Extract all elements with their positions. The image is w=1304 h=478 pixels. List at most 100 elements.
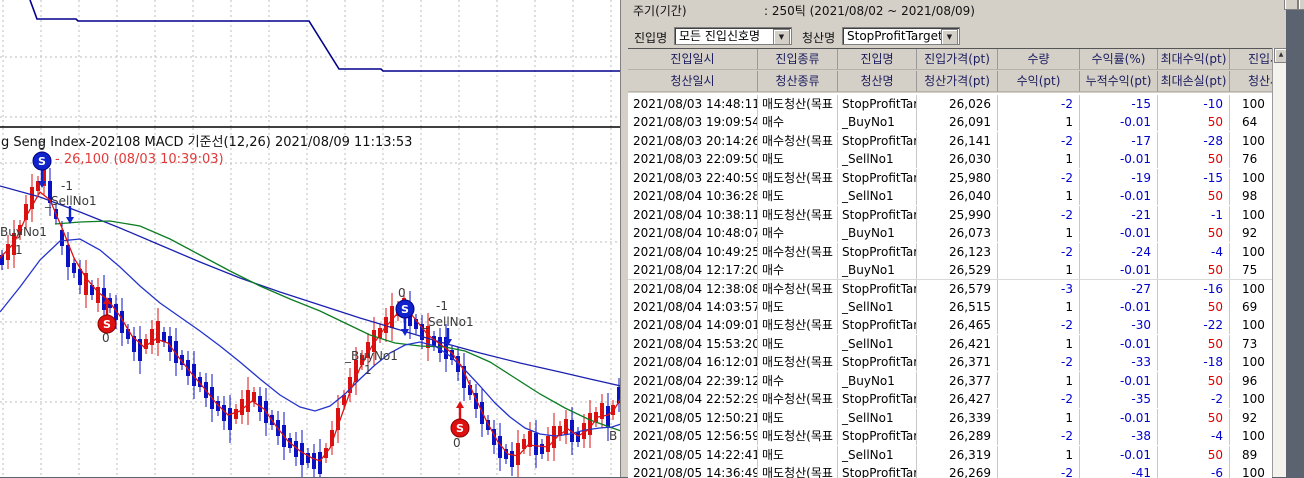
trades-table: 진입일시진입종류진입명진입가격(pt)수량수익률(%)최대수익(pt)진입시청산… — [628, 48, 1272, 478]
svg-text:S: S — [103, 318, 111, 331]
table-row[interactable]: 2021/08/03 22:40:59매도청산(목표StopProfitTarg… — [628, 168, 1272, 190]
table-cell: 2021/08/05 14:22:41 — [628, 445, 758, 464]
table-header-row: 청산일시 청산종류 청산명 청산가격(pt) 수익(pt) 누적수익(pt) 최대손실(pt… — [628, 71, 1272, 93]
table-cell: 50 — [1158, 334, 1230, 353]
table-cell: -16 — [1158, 279, 1230, 298]
table-cell: 100 — [1230, 390, 1272, 408]
exit-signal-select[interactable]: StopProfitTarget ▼ — [842, 27, 960, 45]
table-cell: 100 — [1230, 464, 1272, 478]
table-cell: 26,026 — [917, 95, 998, 113]
table-cell: StopProfitTarg — [838, 95, 917, 113]
table-cell: 26,515 — [917, 297, 998, 316]
table-row[interactable]: 2021/08/05 14:36:49매도청산(목표StopProfitTarg… — [628, 464, 1272, 478]
table-cell: _SellNo1 — [838, 297, 917, 316]
table-cell: 26,040 — [917, 187, 998, 206]
panel-divider — [620, 0, 629, 477]
table-cell: 26,371 — [917, 353, 998, 372]
table-cell: 26,579 — [917, 279, 998, 298]
table-cell: 26,269 — [917, 464, 998, 478]
table-cell: _SellNo1 — [838, 150, 917, 169]
table-cell: 매수 — [758, 113, 838, 132]
table-cell: -2 — [1158, 390, 1230, 409]
sell-signal-icon — [32, 151, 52, 171]
column-header: 최대손실(pt) — [1158, 71, 1230, 92]
table-cell: 50 — [1158, 261, 1230, 280]
table-cell: _SellNo1 — [838, 334, 917, 353]
table-cell: -4 — [1158, 242, 1230, 261]
table-row[interactable]: 2021/08/03 20:14:26매수청산(목표StopProfitTarg… — [628, 131, 1272, 153]
table-cell: -0.01 — [1080, 261, 1158, 280]
table-row[interactable]: 2021/08/05 14:22:41 매도 _SellNo1 26,319 1 -0.0… — [628, 445, 1272, 465]
table-row[interactable]: 2021/08/03 22:09:50 매도 _SellNo1 26,030 1 -0.0… — [628, 150, 1272, 170]
table-row[interactable]: 2021/08/04 10:48:07 매수 _BuyNo1 26,073 1 -0.01… — [628, 224, 1272, 244]
table-cell: 100 — [1230, 427, 1272, 445]
column-header: 수익(pt) — [998, 71, 1080, 92]
table-row[interactable]: 2021/08/04 10:38:11매도청산(목표StopProfitTarg… — [628, 205, 1272, 227]
window-button-2[interactable] — [1298, 0, 1304, 10]
table-cell: 2021/08/04 12:38:08 — [628, 279, 758, 298]
table-row[interactable]: 2021/08/04 22:52:29매수청산(목표StopProfitTarg… — [628, 390, 1272, 411]
period-value: : 250틱 (2021/08/02 ~ 2021/08/09) — [764, 4, 975, 18]
table-cell: -2 — [998, 205, 1080, 224]
table-cell: -28 — [1158, 131, 1230, 150]
table-cell: 76 — [1230, 150, 1272, 168]
table-cell: 1 — [998, 297, 1080, 316]
table-cell: -35 — [1080, 390, 1158, 409]
vertical-scrollbar[interactable]: ▲ — [1272, 48, 1288, 477]
table-cell: 26,421 — [917, 334, 998, 353]
column-header: 진입종류 — [758, 49, 838, 70]
table-cell: -2 — [998, 242, 1080, 261]
table-cell: 매수청산(목표 — [758, 279, 838, 298]
table-cell: 매도 — [758, 297, 838, 316]
table-row[interactable]: 2021/08/03 19:09:54 매수 _BuyNo1 26,091 1 -0.01… — [628, 113, 1272, 133]
window-button-1[interactable] — [1284, 0, 1298, 10]
table-cell: -17 — [1080, 131, 1158, 150]
table-cell: 26,091 — [917, 113, 998, 132]
table-row[interactable]: 2021/08/04 12:17:20 매수 _BuyNo1 26,529 1 -0.01… — [628, 261, 1272, 281]
column-header: 청산일시 — [628, 71, 758, 92]
chevron-down-icon[interactable]: ▼ — [773, 29, 790, 45]
table-cell: -27 — [1080, 279, 1158, 298]
table-cell: _SellNo1 — [838, 187, 917, 206]
table-cell: 1 — [998, 408, 1080, 427]
table-row[interactable]: 2021/08/04 12:38:08매수청산(목표StopProfitTarg… — [628, 279, 1272, 300]
table-row[interactable]: 2021/08/05 12:50:21 매도 _SellNo1 26,339 1 -0.0… — [628, 408, 1272, 429]
table-cell: 2021/08/03 20:14:26 — [628, 131, 758, 150]
table-row[interactable]: 2021/08/04 22:39:12 매수 _BuyNo1 26,377 1 -0.01… — [628, 371, 1272, 392]
table-row[interactable]: 2021/08/05 12:56:59매도청산(목표StopProfitTarg… — [628, 427, 1272, 448]
table-row[interactable]: 2021/08/04 10:36:28 매도 _SellNo1 26,040 1 -0.0… — [628, 187, 1272, 207]
chevron-down-icon[interactable]: ▼ — [941, 29, 958, 45]
period-bar: 주기(기간) : 250틱 (2021/08/02 ~ 2021/08/09) — [628, 0, 1304, 25]
column-header: 수량 — [998, 49, 1080, 70]
table-cell: -15 — [1158, 168, 1230, 187]
table-cell: 매수청산(목표 — [758, 390, 838, 409]
table-row[interactable]: 2021/08/04 14:03:57 매도 _SellNo1 26,515 1 -0.0… — [628, 297, 1272, 318]
table-row[interactable]: 2021/08/03 14:48:11매도청산(목표StopProfitTarg… — [628, 95, 1272, 116]
table-cell: 매도청산(목표 — [758, 316, 838, 335]
table-cell: 매수 — [758, 224, 838, 243]
table-cell: 2021/08/04 16:12:01 — [628, 353, 758, 372]
table-cell: 100 — [1230, 169, 1272, 187]
table-cell: 1 — [998, 224, 1080, 243]
column-header: 누적수익(pt) — [1080, 71, 1158, 92]
table-row[interactable]: 2021/08/04 10:49:25매수청산(목표StopProfitTarg… — [628, 242, 1272, 264]
table-cell: -38 — [1080, 427, 1158, 446]
table-cell: -0.01 — [1080, 187, 1158, 206]
table-cell: 92 — [1230, 224, 1272, 242]
table-cell: 매도청산(목표 — [758, 427, 838, 446]
table-cell: 26,377 — [917, 371, 998, 390]
table-cell: -0.01 — [1080, 445, 1158, 464]
table-row[interactable]: 2021/08/04 15:53:20 매도 _SellNo1 26,421 1 -0.0… — [628, 334, 1272, 355]
table-cell: -0.01 — [1080, 224, 1158, 243]
table-cell: 매도청산(목표 — [758, 205, 838, 224]
entry-filter-label: 진입명 — [634, 31, 668, 45]
table-row[interactable]: 2021/08/04 14:09:01매도청산(목표StopProfitTarg… — [628, 316, 1272, 337]
price-chart: S S S S — [0, 0, 628, 477]
table-cell: 26,141 — [917, 131, 998, 150]
table-cell: 64 — [1230, 113, 1272, 131]
table-cell: 2021/08/05 12:56:59 — [628, 427, 758, 446]
entry-signal-select[interactable]: 모든 진입신호명 ▼ — [674, 27, 792, 45]
table-row[interactable]: 2021/08/04 16:12:01매도청산(목표StopProfitTarg… — [628, 353, 1272, 374]
table-cell: -2 — [998, 464, 1080, 478]
